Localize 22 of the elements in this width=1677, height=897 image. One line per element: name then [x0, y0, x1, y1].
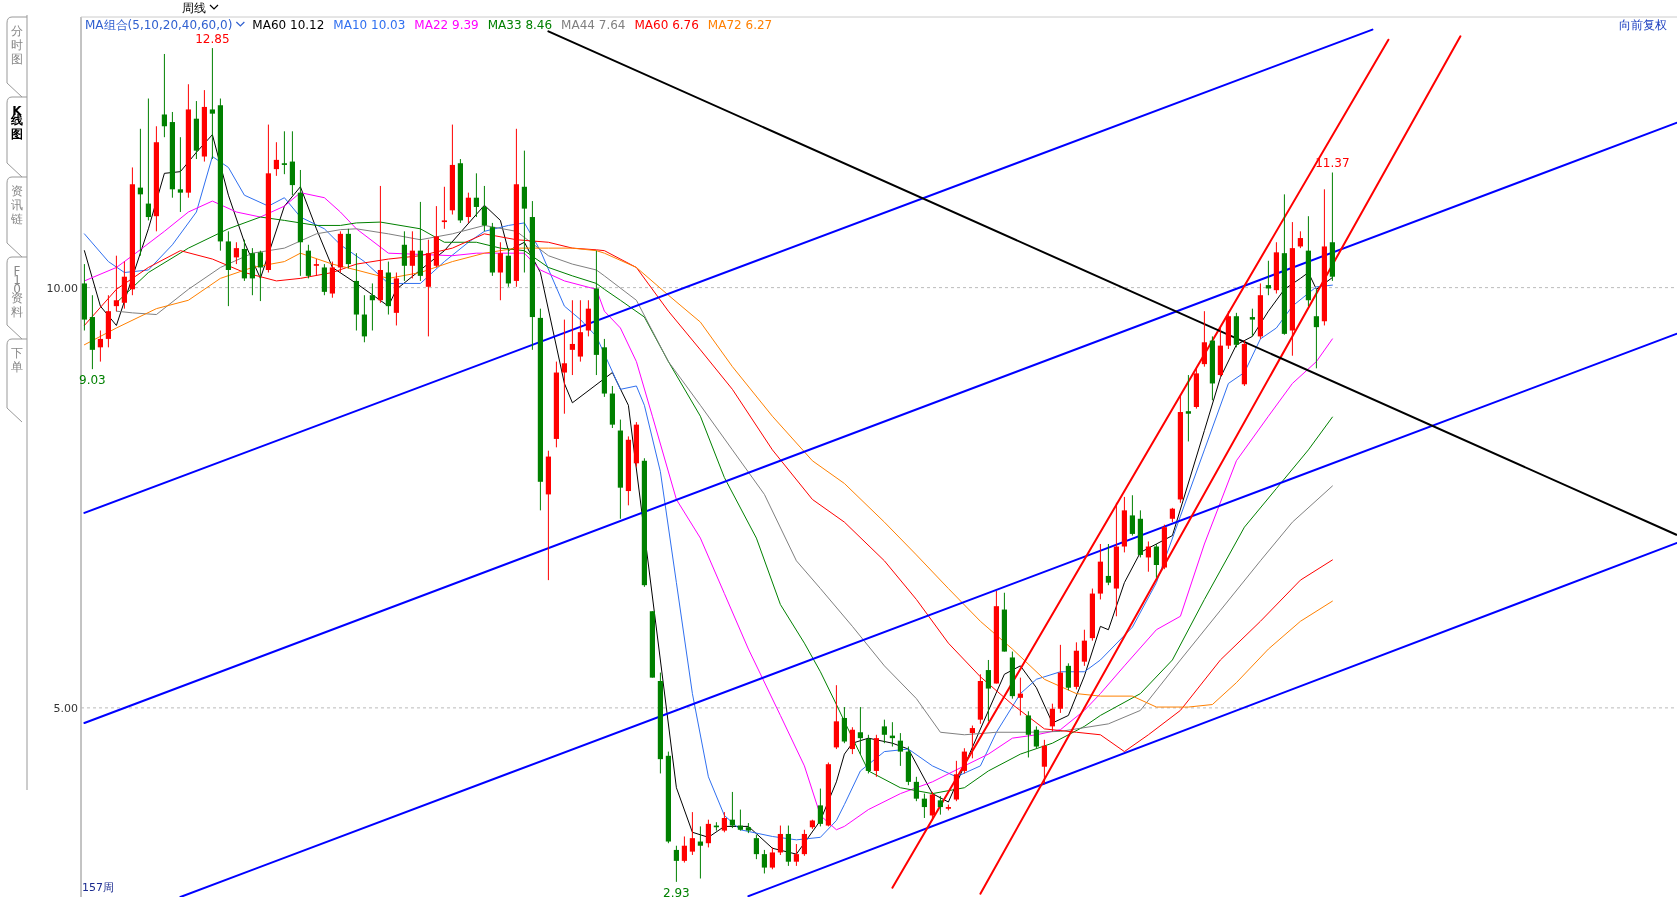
text: 资讯链	[10, 184, 23, 226]
text: MA60 10.12	[252, 18, 325, 32]
chart-subtitle: 周线	[182, 1, 206, 15]
text: K线图	[10, 104, 23, 141]
y-tick-label: 5.00	[53, 701, 78, 715]
annotation: 向前复权	[1619, 18, 1667, 32]
text: MA22 9.39	[414, 18, 479, 32]
text: MA44 7.64	[561, 18, 626, 32]
annotation: 2.93	[663, 885, 690, 897]
annotation: 12.85	[195, 32, 230, 47]
text: 下单	[11, 346, 23, 374]
text: F10资料	[11, 264, 23, 319]
annotation: 9.03	[79, 373, 106, 388]
text: MA10 10.03	[333, 18, 406, 32]
text: MA72 6.27	[707, 18, 773, 32]
annotation: 157周	[82, 881, 114, 894]
y-tick-label: 10.00	[46, 281, 78, 295]
text: MA60 6.76	[634, 18, 699, 32]
text: MA33 8.46	[487, 18, 553, 32]
text: 分时图	[11, 24, 23, 66]
legend-title: MA组合(5,10,20,40,60,0)	[85, 18, 233, 32]
annotation: 11.37	[1315, 156, 1350, 171]
